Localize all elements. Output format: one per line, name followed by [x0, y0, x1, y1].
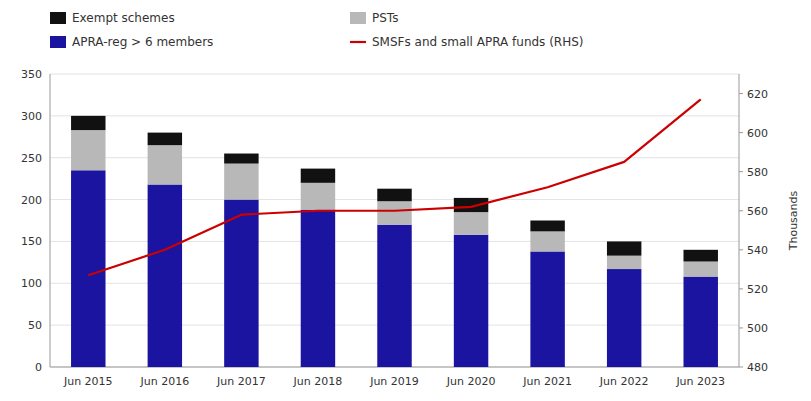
bar — [224, 154, 258, 164]
y2-tick — [739, 327, 743, 328]
legend-swatch — [350, 12, 366, 24]
bar — [71, 116, 105, 130]
bar — [148, 133, 182, 146]
bar — [148, 185, 182, 367]
x-tick-label: Jun 2021 — [522, 375, 572, 388]
y2-tick-label: 520 — [747, 283, 768, 296]
legend-label: PSTs — [372, 11, 398, 25]
x-tick-label: Jun 2018 — [293, 375, 343, 388]
x-tick-label: Jun 2016 — [139, 375, 189, 388]
grid-line — [50, 74, 739, 75]
bar — [607, 241, 641, 255]
chart: 0 50 100 150 200 250 300 350 480 500 520 540 560 580 6… — [0, 0, 811, 401]
bar — [683, 262, 717, 277]
y2-axis-line — [739, 74, 740, 367]
bar — [454, 235, 488, 367]
y2-tick — [739, 93, 743, 94]
y2-tick — [739, 210, 743, 211]
bar — [530, 251, 564, 367]
y2-tick — [739, 367, 743, 368]
bar — [683, 250, 717, 262]
bar — [71, 170, 105, 367]
x-tick-label: Jun 2022 — [599, 375, 649, 388]
plot-area — [71, 99, 718, 367]
bar — [148, 145, 182, 184]
y-tick-label: 350 — [21, 68, 42, 81]
y2-tick-label: 620 — [747, 88, 768, 101]
y-tick-label: 100 — [21, 277, 42, 290]
bar — [71, 130, 105, 170]
y2-tick-label: 600 — [747, 127, 768, 140]
bar — [301, 210, 335, 367]
bar — [607, 269, 641, 367]
y2-tick-label: 580 — [747, 166, 768, 179]
x-tick-label: Jun 2017 — [216, 375, 266, 388]
y-tick-label: 150 — [21, 235, 42, 248]
legend: Exempt schemes PSTs APRA-reg > 6 members SM… — [50, 11, 584, 49]
y2-tick-label: 480 — [747, 361, 768, 374]
legend-label: Exempt schemes — [72, 11, 175, 25]
y2-tick-label: 560 — [747, 205, 768, 218]
y2-tick-label: 500 — [747, 322, 768, 335]
y2-tick — [739, 249, 743, 250]
bar — [301, 183, 335, 210]
bar — [454, 198, 488, 212]
bar — [301, 169, 335, 183]
bar — [224, 200, 258, 367]
grid-line — [50, 115, 739, 116]
bar — [377, 189, 411, 202]
x-tick-label: Jun 2019 — [369, 375, 419, 388]
y2-tick — [739, 132, 743, 133]
bar — [377, 201, 411, 224]
legend-swatch — [50, 36, 66, 48]
y-axis-line — [50, 74, 51, 367]
bar — [377, 225, 411, 367]
y-tick-label: 250 — [21, 152, 42, 165]
legend-label: APRA-reg > 6 members — [72, 35, 213, 49]
y-tick-label: 50 — [28, 319, 42, 332]
bar — [530, 221, 564, 232]
y2-axis-label: Thousands — [787, 190, 800, 251]
y2-tick — [739, 171, 743, 172]
x-tick-label: Jun 2015 — [63, 375, 113, 388]
y-tick-label: 200 — [21, 194, 42, 207]
bar — [454, 212, 488, 235]
bar — [530, 231, 564, 251]
x-tick-label: Jun 2023 — [675, 375, 725, 388]
legend-swatch — [350, 41, 366, 43]
x-tick-label: Jun 2020 — [446, 375, 496, 388]
y2-tick-label: 540 — [747, 244, 768, 257]
bar — [683, 277, 717, 367]
y-tick-label: 300 — [21, 110, 42, 123]
legend-label: SMSFs and small APRA funds (RHS) — [372, 35, 584, 49]
line — [88, 99, 700, 275]
y-tick-label: 0 — [35, 361, 42, 374]
bar — [224, 164, 258, 200]
y2-tick — [739, 288, 743, 289]
legend-swatch — [50, 12, 66, 24]
bar — [607, 256, 641, 269]
